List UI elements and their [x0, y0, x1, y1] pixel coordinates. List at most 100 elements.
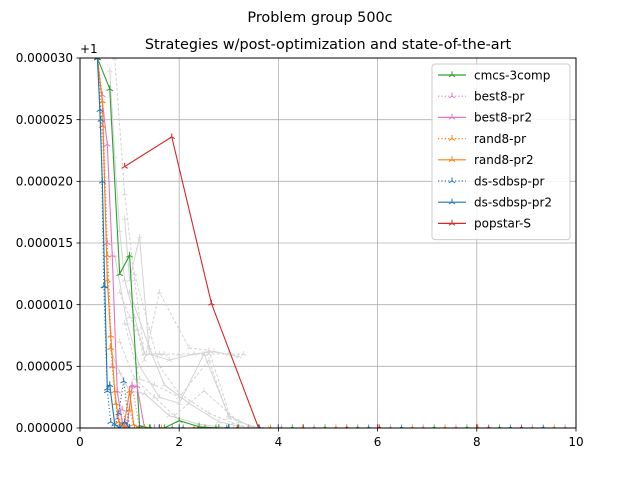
x-tick-label: 4 [275, 435, 283, 449]
background-run-point [216, 418, 222, 424]
series-point [277, 424, 280, 428]
legend-label: popstar-S [474, 217, 531, 231]
series-point [107, 331, 115, 338]
series-point [168, 133, 176, 140]
background-run-point [225, 415, 232, 420]
background-run-point [141, 357, 148, 363]
series-ds-sdbsp-pr2 [93, 58, 576, 428]
background-run-point [211, 348, 217, 354]
background-run-point [186, 344, 192, 350]
chart-title: Strategies w/post-optimization and state… [145, 37, 512, 53]
background-run-point [134, 326, 140, 332]
series-point [237, 424, 240, 428]
series-point [217, 424, 220, 428]
background-run-point [106, 67, 113, 73]
legend-label: ds-sdbsp-pr [474, 174, 545, 188]
series-point [122, 424, 125, 428]
series-point [227, 424, 230, 428]
legend-marker [448, 198, 456, 205]
series-point [257, 424, 260, 428]
legend-marker [448, 71, 456, 78]
series-point [178, 424, 181, 428]
x-tick-label: 8 [473, 435, 481, 449]
series-point [163, 424, 166, 428]
background-run-point [121, 320, 128, 326]
background-run-point [201, 388, 207, 393]
series-point [143, 424, 146, 428]
series-point [106, 85, 114, 92]
series-point [107, 418, 115, 425]
series-point [302, 424, 305, 428]
series-line [96, 58, 576, 428]
series-point [130, 420, 137, 427]
legend-box [431, 63, 571, 241]
legend-item: ds-sdbsp-pr2 [438, 196, 552, 210]
background-run-point [206, 410, 212, 416]
series-point [148, 424, 151, 428]
background-run-point [201, 351, 207, 356]
series-point [121, 162, 129, 169]
background-run-point [176, 351, 183, 356]
series-popstar-S [121, 133, 576, 428]
y-tick-label: 0.000000 [16, 421, 73, 435]
background-run-point [121, 190, 128, 196]
ticks: 0 2 4 6 8 10 0.000000 0.000005 0.000010 0.000015 0… [16, 51, 584, 449]
legend-label: best8-pr [474, 90, 525, 104]
series-point [101, 282, 109, 289]
background-run-point [161, 381, 168, 387]
legend-label: ds-sdbsp-pr2 [474, 196, 552, 210]
y-tick-label: 0.000010 [16, 298, 73, 312]
legend-item: rand8-pr [438, 132, 526, 146]
series-point [475, 424, 478, 428]
x-tick-label: 6 [374, 435, 382, 449]
legend-item: rand8-pr2 [438, 153, 534, 167]
background-run-point [136, 233, 143, 239]
series-point [158, 424, 161, 428]
series-point [128, 424, 131, 428]
legend-marker [448, 219, 456, 226]
chart-suptitle: Problem group 500c [247, 10, 392, 26]
background-run-point [176, 394, 183, 400]
series-point [175, 417, 183, 423]
background-run-line [124, 218, 239, 361]
y-tick-label: 0.000020 [16, 175, 73, 189]
background-run-point [156, 289, 163, 295]
legend-label: rand8-pr [474, 132, 526, 146]
background-run-point [166, 412, 173, 418]
background-run-point [146, 344, 153, 350]
background-run-point [176, 390, 183, 396]
series-point [126, 251, 133, 258]
series-point [376, 424, 379, 428]
x-tick-label: 10 [568, 435, 583, 449]
background-run-point [121, 277, 128, 282]
legend: cmcs-3comp best8-pr best8-pr2 rand8-pr rand8… [431, 63, 571, 241]
background-run-line [129, 292, 249, 428]
background-run-point [176, 400, 183, 406]
x-tick-label: 2 [175, 435, 183, 449]
background-run-point [191, 351, 197, 356]
background-run-point [116, 338, 123, 344]
series-point [121, 418, 129, 425]
series-point [133, 382, 141, 389]
background-run-point [126, 314, 133, 319]
legend-marker [448, 156, 456, 163]
legend-label: best8-pr2 [474, 111, 532, 125]
series-point [116, 270, 124, 277]
series-point [138, 424, 141, 428]
y-tick-label: 0.000005 [16, 360, 73, 374]
x-tick-label: 0 [76, 435, 84, 449]
y-tick-label: 0.000015 [16, 236, 73, 250]
series-point [208, 299, 215, 306]
legend-item: popstar-S [438, 217, 531, 231]
background-run-point [235, 353, 242, 359]
series-line [96, 58, 576, 428]
series-point [153, 424, 156, 428]
background-run-point [156, 351, 163, 356]
background-run-point [206, 347, 212, 353]
background-run-point [206, 357, 212, 363]
background-run-point [136, 363, 143, 369]
series-point [111, 387, 119, 394]
background-run-point [166, 357, 173, 363]
background-run-point [151, 381, 158, 387]
